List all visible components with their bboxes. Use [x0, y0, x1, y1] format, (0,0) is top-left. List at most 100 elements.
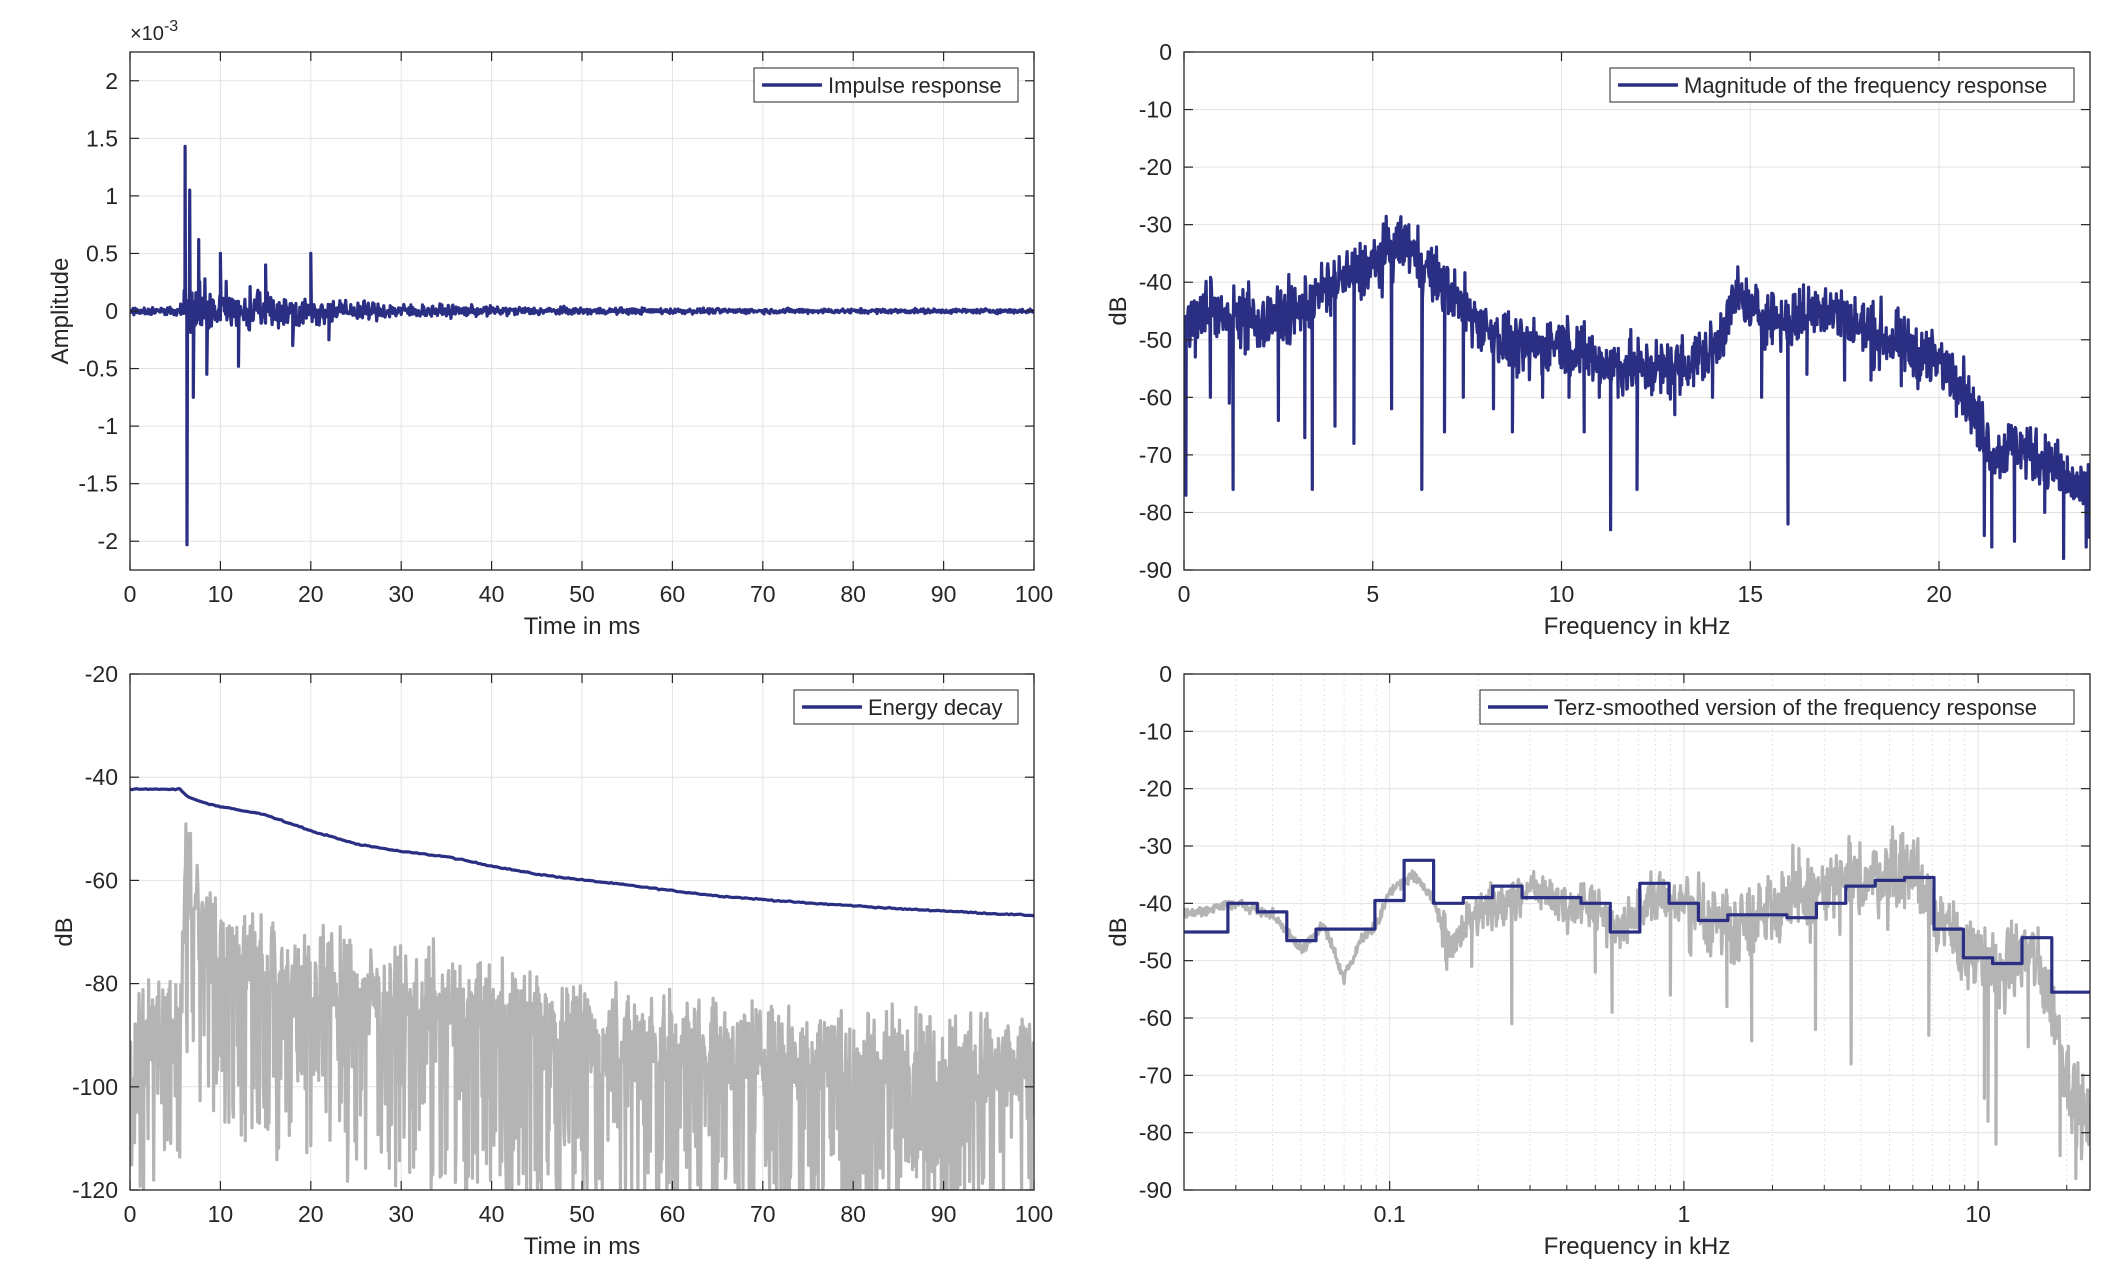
legend-label: Impulse response	[828, 73, 1002, 98]
y-tick-label: -50	[1139, 948, 1172, 974]
x-axis-label: Time in ms	[524, 1233, 640, 1260]
plot-area	[1184, 52, 2090, 570]
y-axis-label: dB	[1105, 296, 1132, 325]
x-tick-label: 90	[931, 1201, 957, 1227]
y-tick-label: -90	[1139, 557, 1172, 583]
x-tick-label: 90	[931, 581, 957, 607]
series-line-impulse-response	[130, 144, 1034, 547]
y-tick-label: -10	[1139, 718, 1172, 744]
chart-terz: 0.1 1 10 0 -10 -20 -30 -40 -50 -60 -70 -80 -90 Freque…	[1105, 661, 2091, 1260]
x-tick-label: 20	[1926, 581, 1952, 607]
y-tick-label: 1	[105, 183, 118, 209]
x-axis-label: Time in ms	[524, 613, 640, 640]
legend: Energy decay	[793, 689, 1019, 725]
legend-box	[793, 689, 1019, 725]
series-line-energy-decay	[130, 787, 1034, 918]
y-tick-label: -80	[1139, 1120, 1172, 1146]
series-group	[130, 787, 1034, 1190]
y-tick-label: 1.5	[86, 125, 118, 151]
y-tick-label: -30	[1139, 833, 1172, 859]
y-tick-label: 0.5	[86, 240, 118, 266]
x-tick-label: 80	[840, 581, 866, 607]
y-tick-label: 2	[105, 68, 118, 94]
legend-label: Magnitude of the frequency response	[1684, 73, 2047, 98]
x-tick-label: 80	[840, 1201, 866, 1227]
y-axis-label: Amplitude	[47, 258, 74, 365]
y-tick-label: -90	[1139, 1177, 1172, 1203]
y-tick-label: -50	[1139, 327, 1172, 353]
y-tick-label: 0	[1159, 39, 1172, 65]
axes-box	[1183, 51, 2091, 571]
series-group	[130, 144, 1034, 547]
y-tick-label: -20	[1139, 776, 1172, 802]
chart-impulse: 0 10 20 30 40 50 60 70 80 90 100 -2 -1.5 -1 -0.5 0 0.5 1 1…	[47, 18, 1053, 640]
y-tick-label: -80	[85, 971, 118, 997]
chart-magnitude: 0 5 10 15 20 0 -10 -20 -30 -40 -50 -60 -70 -80 -90 Freq…	[1105, 39, 2091, 640]
y-axis-label: dB	[51, 917, 78, 946]
x-tick-label: 40	[479, 581, 505, 607]
chart-energy: 0 10 20 30 40 50 60 70 80 90 100 -20 -40 -60 -80 -100 -1…	[51, 661, 1053, 1260]
x-tick-label: 60	[660, 581, 686, 607]
y-tick-label: -0.5	[78, 356, 118, 382]
x-tick-label: 30	[388, 1201, 414, 1227]
y-exponent-label: ×10-3	[130, 18, 178, 45]
legend-label: Energy decay	[868, 695, 1003, 720]
y-tick-label: -120	[72, 1177, 118, 1203]
series-line-gray-trace	[130, 822, 1034, 1190]
legend: Magnitude of the frequency response	[1609, 67, 2075, 103]
x-tick-label: 30	[388, 581, 414, 607]
x-tick-label: 60	[660, 1201, 686, 1227]
x-tick-label: 70	[750, 581, 776, 607]
x-tick-label: 0	[124, 1201, 137, 1227]
x-tick-label: 5	[1366, 581, 1379, 607]
series-line-magnitude-of-the-frequency-response	[1184, 214, 2090, 561]
y-tick-label: -10	[1139, 97, 1172, 123]
y-tick-label: 0	[1159, 661, 1172, 687]
x-tick-label: 0.1	[1374, 1201, 1406, 1227]
y-tick-label: -70	[1139, 1062, 1172, 1088]
x-tick-label: 15	[1737, 581, 1763, 607]
series-group	[1184, 214, 2090, 561]
legend: Impulse response	[753, 67, 1019, 103]
y-tick-label: 0	[105, 298, 118, 324]
ticks: 0 10 20 30 40 50 60 70 80 90 100 -2 -1.5 -1 -0.5 0 0.5 1 1…	[78, 52, 1053, 607]
x-tick-label: 100	[1015, 1201, 1053, 1227]
y-tick-label: -40	[1139, 890, 1172, 916]
y-tick-label: -40	[85, 764, 118, 790]
y-tick-label: -1	[98, 413, 118, 439]
x-tick-label: 0	[124, 581, 137, 607]
x-tick-label: 70	[750, 1201, 776, 1227]
x-tick-label: 20	[298, 581, 324, 607]
y-tick-label: -100	[72, 1074, 118, 1100]
x-tick-label: 40	[479, 1201, 505, 1227]
ticks: 0.1 1 10 0 -10 -20 -30 -40 -50 -60 -70 -80 -90	[1139, 661, 2090, 1227]
x-tick-label: 10	[1549, 581, 1575, 607]
y-tick-label: -1.5	[78, 471, 118, 497]
y-tick-label: -60	[85, 867, 118, 893]
x-axis-label: Frequency in kHz	[1544, 1233, 1731, 1260]
legend-box	[1479, 689, 2075, 725]
ticks: 0 10 20 30 40 50 60 70 80 90 100 -20 -40 -60 -80 -100 -1…	[72, 661, 1053, 1227]
y-tick-label: -80	[1139, 499, 1172, 525]
y-axis-label: dB	[1105, 917, 1132, 946]
series-group	[1184, 825, 2090, 1181]
y-tick-label: -2	[98, 528, 118, 554]
y-tick-label: -30	[1139, 212, 1172, 238]
y-tick-label: -20	[85, 661, 118, 687]
x-tick-label: 10	[208, 1201, 234, 1227]
y-tick-label: -20	[1139, 154, 1172, 180]
x-tick-label: 100	[1015, 581, 1053, 607]
axes-box	[1183, 673, 2091, 1191]
legend-box	[1609, 67, 2075, 103]
y-tick-label: -40	[1139, 269, 1172, 295]
x-tick-label: 20	[298, 1201, 324, 1227]
x-tick-label: 50	[569, 1201, 595, 1227]
x-tick-label: 10	[1965, 1201, 1991, 1227]
x-tick-label: 1	[1677, 1201, 1690, 1227]
x-tick-label: 10	[208, 581, 234, 607]
x-tick-label: 0	[1178, 581, 1191, 607]
legend-label: Terz-smoothed version of the frequency r…	[1554, 695, 2037, 720]
x-axis-label: Frequency in kHz	[1544, 613, 1731, 640]
ticks: 0 5 10 15 20 0 -10 -20 -30 -40 -50 -60 -70 -80 -90	[1139, 39, 2090, 607]
